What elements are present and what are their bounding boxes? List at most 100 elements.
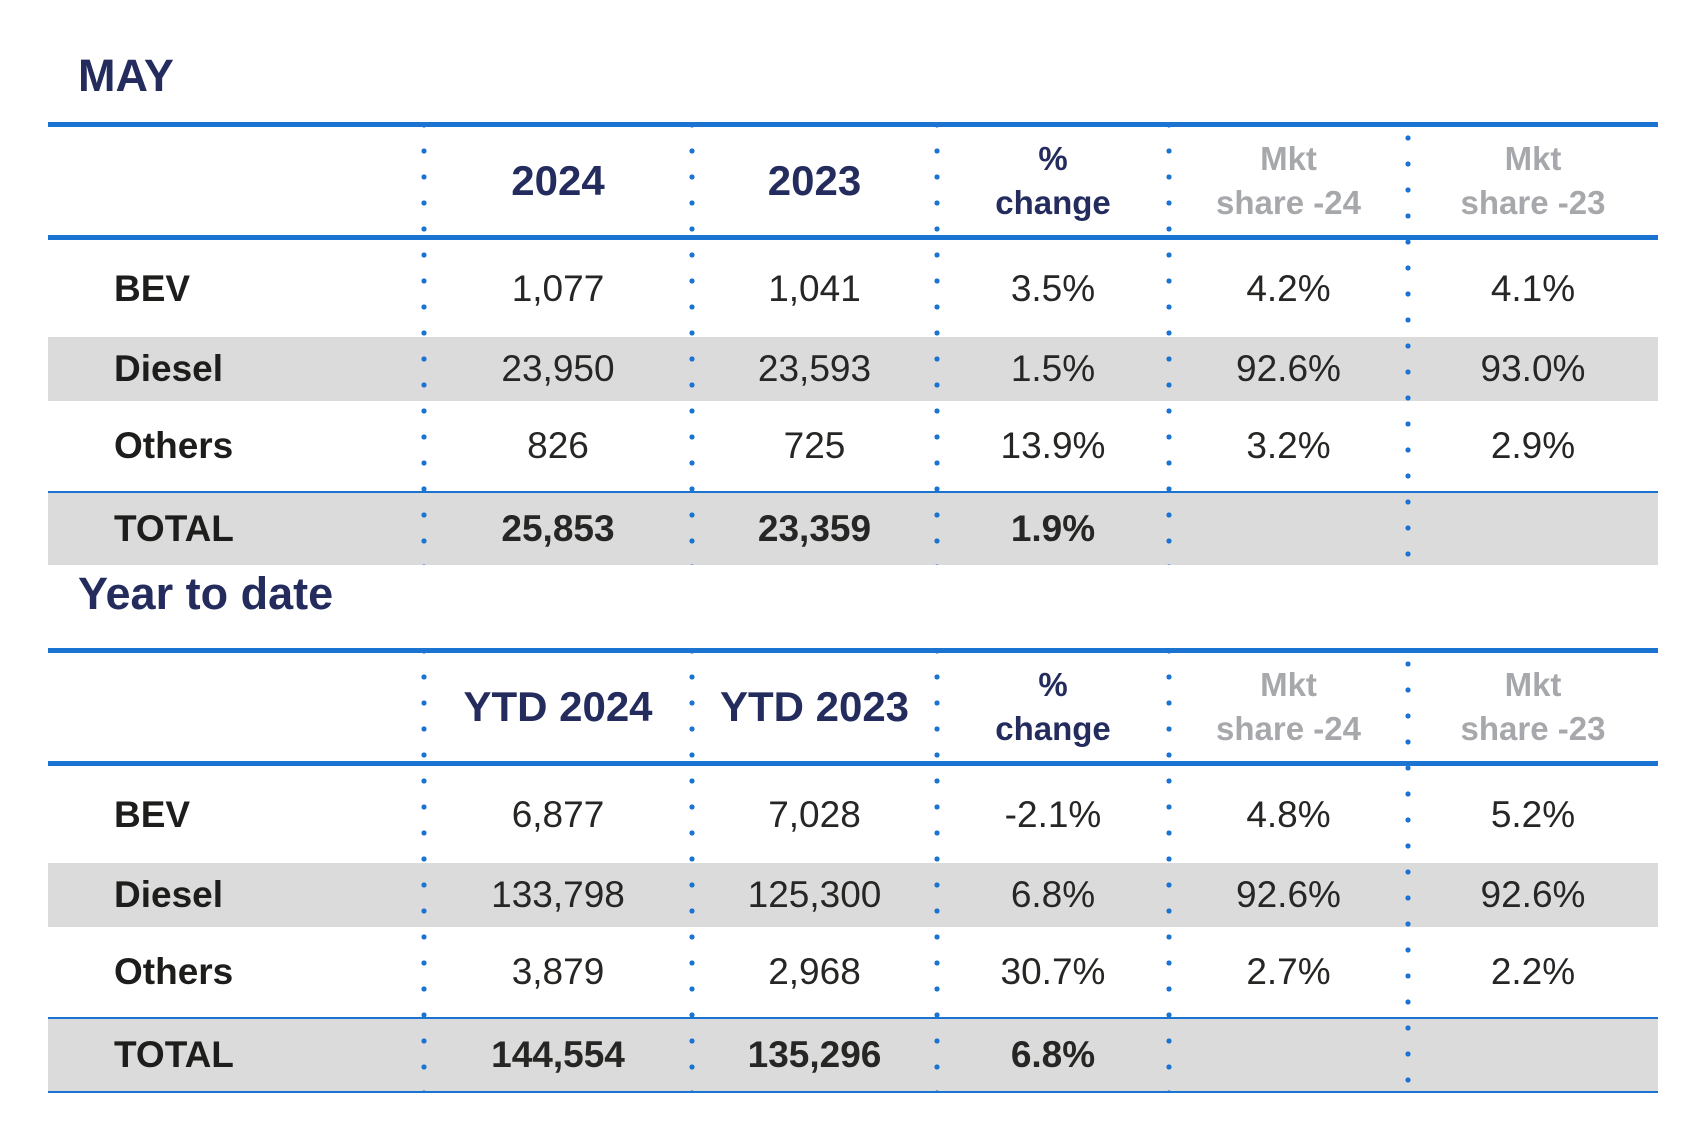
may-header-mkt-share-24: Mkt share -24 <box>1169 137 1408 224</box>
value-2024: 3,879 <box>511 951 605 992</box>
may-header-mkt23-line2: share -23 <box>1460 184 1606 221</box>
value-mkt-share-24: 3.2% <box>1246 425 1331 466</box>
may-row-diesel: Diesel 23,950 23,593 1.5% 92.6% 93.0% <box>48 337 1658 401</box>
row-label: TOTAL <box>114 1034 234 1075</box>
value-mkt-share-23: 5.2% <box>1490 793 1576 835</box>
ytd-header-mkt23-line1: Mkt <box>1504 666 1562 704</box>
value-mkt-share-24: 92.6% <box>1236 348 1341 389</box>
may-row-others: Others 826 725 13.9% 3.2% 2.9% <box>48 401 1658 491</box>
value-pct-change: 6.8% <box>1010 1034 1096 1075</box>
value-2023: 23,359 <box>757 508 872 549</box>
ytd-row-total: TOTAL 144,554 135,296 6.8% <box>48 1019 1658 1091</box>
ytd-total-rule <box>48 1017 1658 1019</box>
value-2024: 133,798 <box>491 874 625 915</box>
ytd-top-rule <box>48 648 1658 653</box>
value-2023: 7,028 <box>768 793 861 835</box>
ytd-header-mkt23-line2: share -23 <box>1460 710 1606 747</box>
may-separator-2 <box>689 122 695 565</box>
value-pct-change: 30.7% <box>1000 951 1106 992</box>
ytd-header-row: YTD 2024 YTD 2023 % change Mkt share -24… <box>48 653 1658 761</box>
may-table: 2024 2023 % change Mkt share -24 Mkt sha… <box>48 122 1658 565</box>
value-2023: 725 <box>783 425 846 466</box>
ytd-separator-5 <box>1405 648 1411 1093</box>
value-2024: 6,877 <box>511 793 605 835</box>
value-pct-change: 1.5% <box>1010 348 1096 389</box>
ytd-header-mkt-share-23: Mkt share -23 <box>1408 663 1658 750</box>
ytd-header-mkt24-line2: share -24 <box>1216 710 1361 747</box>
may-header-mkt24-line1: Mkt <box>1260 140 1317 178</box>
value-mkt-share-23: 93.0% <box>1480 348 1586 389</box>
ytd-header-rule <box>48 761 1658 766</box>
may-header-rule <box>48 235 1658 240</box>
value-mkt-share-24: 2.7% <box>1246 951 1331 992</box>
value-mkt-share-23: 4.1% <box>1490 267 1576 309</box>
ytd-header-mkt-share-24: Mkt share -24 <box>1169 663 1408 750</box>
may-section-title: MAY <box>78 50 174 101</box>
ytd-separator-1 <box>421 648 427 1093</box>
value-pct-change: -2.1% <box>1004 793 1102 835</box>
may-separator-1 <box>421 122 427 565</box>
ytd-row-bev: BEV 6,877 7,028 -2.1% 4.8% 5.2% <box>48 766 1658 863</box>
ytd-bottom-rule <box>48 1091 1658 1093</box>
may-header-mkt23-line1: Mkt <box>1504 140 1562 178</box>
ytd-section-title: Year to date <box>78 568 334 619</box>
may-header-mkt-share-23: Mkt share -23 <box>1408 137 1658 224</box>
value-mkt-share-24: 4.8% <box>1246 793 1331 835</box>
value-mkt-share-24: 92.6% <box>1236 874 1341 915</box>
row-label: Diesel <box>114 348 224 389</box>
may-table-inner: 2024 2023 % change Mkt share -24 Mkt sha… <box>48 122 1658 565</box>
value-mkt-share-23: 92.6% <box>1480 874 1586 915</box>
ytd-header-2024: YTD 2024 <box>463 683 653 730</box>
ytd-separator-3 <box>934 648 940 1093</box>
value-pct-change: 6.8% <box>1010 874 1096 915</box>
ytd-table: YTD 2024 YTD 2023 % change Mkt share -24… <box>48 648 1658 1093</box>
row-label: Diesel <box>114 874 224 915</box>
ytd-table-inner: YTD 2024 YTD 2023 % change Mkt share -24… <box>48 648 1658 1093</box>
may-header-mkt24-line2: share -24 <box>1216 184 1361 221</box>
value-2023: 135,296 <box>747 1034 882 1075</box>
may-separator-3 <box>934 122 940 565</box>
ytd-separator-4 <box>1166 648 1172 1093</box>
value-pct-change: 13.9% <box>1000 425 1106 466</box>
value-2024: 23,950 <box>501 348 615 389</box>
may-separator-5 <box>1405 122 1411 565</box>
may-header-pct-change: % change <box>937 137 1169 224</box>
ytd-header-pct-change: % change <box>937 663 1169 750</box>
ytd-separator-2 <box>689 648 695 1093</box>
ytd-header-pct-line1: % <box>1038 666 1068 704</box>
value-2024: 826 <box>527 425 589 466</box>
value-2023: 1,041 <box>768 267 861 309</box>
row-label: BEV <box>114 793 191 835</box>
value-2024: 25,853 <box>501 508 615 549</box>
row-label: Others <box>114 951 234 992</box>
may-separator-4 <box>1166 122 1172 565</box>
may-header-row: 2024 2023 % change Mkt share -24 Mkt sha… <box>48 127 1658 235</box>
ytd-header-pct-line2: change <box>995 710 1111 747</box>
ytd-row-others: Others 3,879 2,968 30.7% 2.7% 2.2% <box>48 927 1658 1017</box>
may-row-total: TOTAL 25,853 23,359 1.9% <box>48 493 1658 565</box>
may-row-bev: BEV 1,077 1,041 3.5% 4.2% 4.1% <box>48 240 1658 337</box>
ytd-header-2023: YTD 2023 <box>719 683 910 730</box>
value-2023: 125,300 <box>747 874 882 915</box>
value-mkt-share-23: 2.2% <box>1490 951 1576 992</box>
value-2024: 1,077 <box>511 267 605 309</box>
value-2023: 23,593 <box>757 348 872 389</box>
ytd-row-diesel: Diesel 133,798 125,300 6.8% 92.6% 92.6% <box>48 863 1658 927</box>
row-label: TOTAL <box>114 508 234 549</box>
may-header-2024: 2024 <box>511 157 605 204</box>
ytd-header-mkt24-line1: Mkt <box>1260 666 1317 704</box>
may-header-2023: 2023 <box>767 157 862 204</box>
value-2023: 2,968 <box>768 951 861 992</box>
may-total-rule <box>48 491 1658 493</box>
row-label: BEV <box>114 267 191 309</box>
value-pct-change: 1.9% <box>1010 508 1096 549</box>
may-header-pct-line2: change <box>995 184 1111 221</box>
value-2024: 144,554 <box>491 1034 625 1075</box>
value-mkt-share-23: 2.9% <box>1490 425 1576 466</box>
may-top-rule <box>48 122 1658 127</box>
row-label: Others <box>114 425 234 466</box>
value-pct-change: 3.5% <box>1010 267 1096 309</box>
may-header-pct-line1: % <box>1038 140 1068 178</box>
value-mkt-share-24: 4.2% <box>1246 267 1331 309</box>
